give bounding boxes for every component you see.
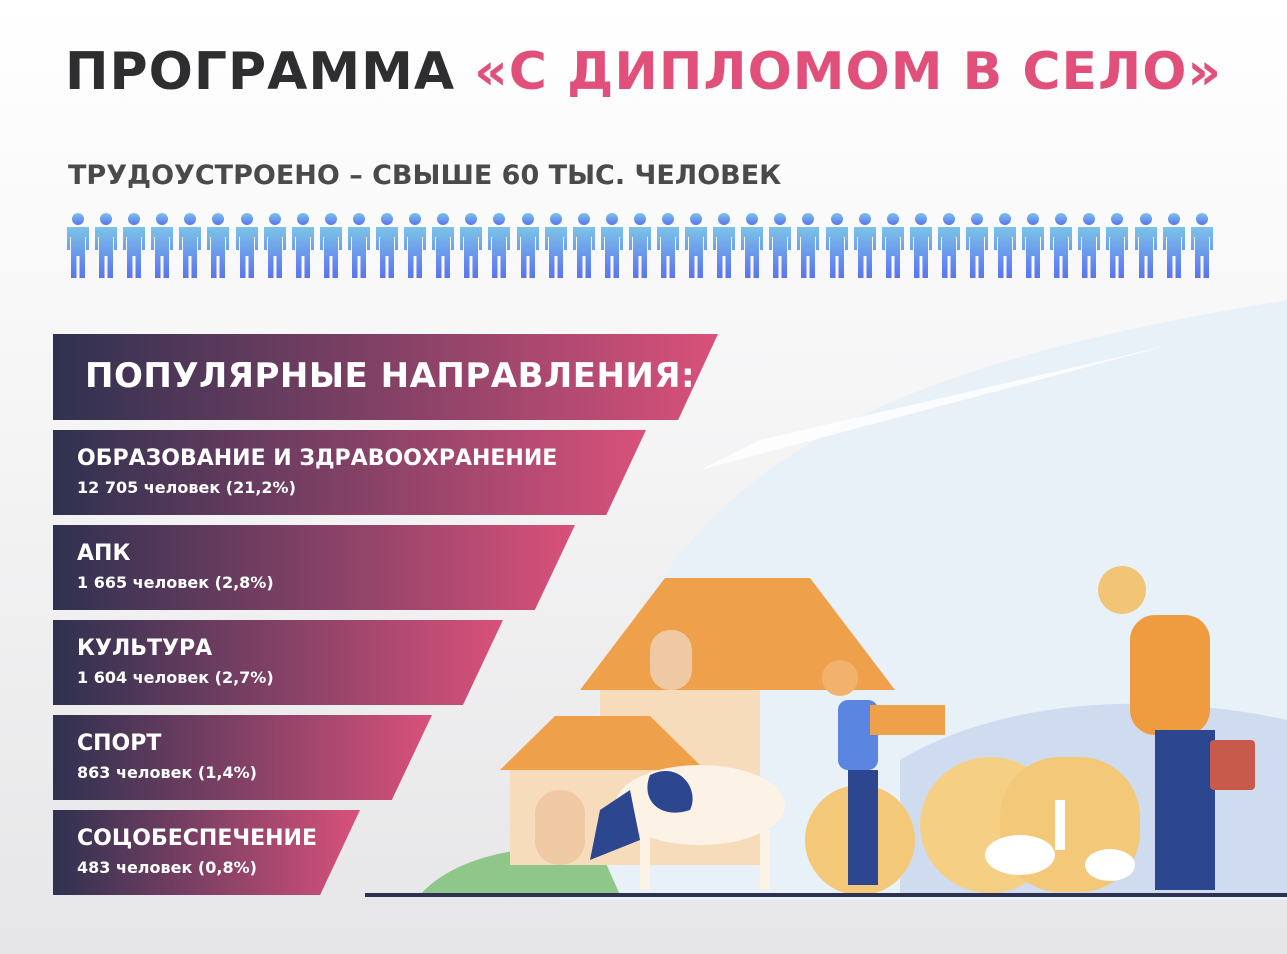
direction-value: 863 человек (1,4%) [77, 763, 257, 782]
person-icon [1106, 213, 1129, 278]
direction-value: 1 604 человек (2,7%) [77, 668, 274, 687]
person-icon [516, 213, 539, 278]
popular-directions-header: ПОПУЛЯРНЫЕ НАПРАВЛЕНИЯ: [53, 334, 718, 420]
person-icon [713, 213, 736, 278]
employed-subtitle: ТРУДОУСТРОЕНО – СВЫШЕ 60 ТЫС. ЧЕЛОВЕК [68, 160, 782, 191]
person-icon [656, 213, 679, 278]
person-icon [460, 213, 483, 278]
goose [1085, 849, 1135, 881]
person-icon [263, 213, 286, 278]
farmer-child [838, 700, 878, 770]
person-icon [432, 213, 455, 278]
person-icon [67, 213, 89, 278]
person-icon [376, 213, 399, 278]
person-icon [769, 213, 792, 278]
direction-name: ОБРАЗОВАНИЕ И ЗДРАВООХРАНЕНИЕ [77, 446, 558, 471]
person-icon [628, 213, 651, 278]
person-icon [825, 213, 848, 278]
direction-row: СПОРТ 863 человек (1,4%) [53, 715, 432, 800]
person-icon [291, 213, 314, 278]
person-icon [881, 213, 904, 278]
person-icon [235, 213, 258, 278]
person-icon [600, 213, 623, 278]
direction-name: АПК [77, 541, 131, 566]
person-icon [347, 213, 370, 278]
direction-row: СОЦОБЕСПЕЧЕНИЕ 483 человек (0,8%) [53, 810, 360, 895]
farmer [1098, 566, 1146, 614]
person-icon [853, 213, 876, 278]
direction-name: СПОРТ [77, 731, 162, 756]
person-icon [1050, 213, 1073, 278]
person-icon [1078, 213, 1101, 278]
person-icon [741, 213, 764, 278]
person-icon [966, 213, 988, 278]
person-icon [151, 213, 174, 278]
direction-row: АПК 1 665 человек (2,8%) [53, 525, 575, 610]
direction-value: 12 705 человек (21,2%) [77, 478, 296, 497]
person-icon [1190, 213, 1213, 278]
person-icon [1022, 213, 1045, 278]
person-icon [179, 213, 202, 278]
page-title: ПРОГРАММА «С ДИПЛОМОМ В СЕЛО» [65, 42, 1222, 102]
person-icon [1162, 213, 1185, 278]
person-icon [319, 213, 342, 278]
person-icon [909, 213, 932, 278]
person-icon [572, 213, 595, 278]
person-icon [404, 213, 427, 278]
person-icon [123, 213, 146, 278]
person-icon [797, 213, 820, 278]
person-icon [1134, 213, 1157, 278]
person-icon [937, 213, 960, 278]
direction-value: 1 665 человек (2,8%) [77, 573, 274, 592]
person-icon [207, 213, 230, 278]
person-icon [488, 213, 511, 278]
direction-name: СОЦОБЕСПЕЧЕНИЕ [77, 826, 318, 851]
person-icon [994, 213, 1017, 278]
direction-name: КУЛЬТУРА [77, 636, 213, 661]
direction-row: КУЛЬТУРА 1 604 человек (2,7%) [53, 620, 503, 705]
person-icon [544, 213, 567, 278]
direction-value: 483 человек (0,8%) [77, 858, 257, 877]
people-row [66, 212, 1214, 280]
person-icon [95, 213, 118, 278]
person-icon [685, 213, 708, 278]
goose [985, 835, 1055, 875]
ground-line [365, 893, 1287, 897]
direction-row: ОБРАЗОВАНИЕ И ЗДРАВООХРАНЕНИЕ 12 705 чел… [53, 430, 646, 515]
